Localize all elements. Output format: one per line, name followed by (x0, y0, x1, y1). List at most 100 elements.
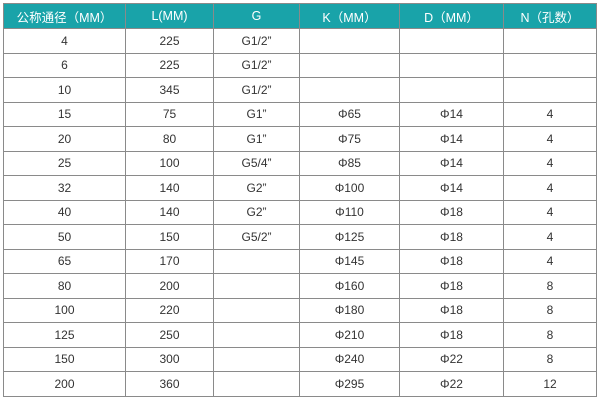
column-header: N（孔数） (503, 3, 597, 29)
table-cell: 8 (503, 346, 597, 372)
column-header: K（MM） (299, 3, 400, 29)
table-row: 80 200 Φ160 Φ18 8 (3, 273, 597, 299)
table-row: 4 225 G1/2” (3, 28, 597, 54)
table-cell: 4 (503, 199, 597, 225)
table-cell (503, 77, 597, 103)
table-cell: Φ75 (299, 126, 400, 152)
table-cell: 15 (3, 101, 126, 127)
table-cell: 65 (3, 248, 126, 274)
table-cell (399, 77, 504, 103)
table-cell (503, 52, 597, 78)
table-cell: 12 (503, 371, 597, 397)
table-cell: 140 (125, 175, 214, 201)
table-cell: 100 (125, 150, 214, 176)
table-cell: 80 (125, 126, 214, 152)
table-cell: Φ18 (399, 199, 504, 225)
table-cell (213, 273, 300, 299)
table-cell (399, 28, 504, 54)
table-cell: Φ22 (399, 346, 504, 372)
table-row: 15 75 G1” Φ65 Φ14 4 (3, 101, 597, 127)
table-cell: 4 (503, 224, 597, 250)
table-cell: 80 (3, 273, 126, 299)
table-row: 50 150 G5/2” Φ125 Φ18 4 (3, 224, 597, 250)
table-cell: 4 (3, 28, 126, 54)
table-cell: 345 (125, 77, 214, 103)
table-cell: 4 (503, 150, 597, 176)
table-row: 100 220 Φ180 Φ18 8 (3, 297, 597, 323)
table-cell: 200 (3, 371, 126, 397)
table-cell: Φ100 (299, 175, 400, 201)
table-cell: 225 (125, 52, 214, 78)
table-cell: Φ18 (399, 248, 504, 274)
table-cell: G5/4” (213, 150, 300, 176)
table-cell: 100 (3, 297, 126, 323)
table-cell: Φ14 (399, 126, 504, 152)
table-cell (213, 346, 300, 372)
table-row: 25 100 G5/4” Φ85 Φ14 4 (3, 150, 597, 176)
header-row: 公称通径（MM） L(MM) G K（MM） D（MM） N（孔数） (3, 3, 597, 29)
table-cell: 125 (3, 322, 126, 348)
table-cell: Φ85 (299, 150, 400, 176)
table-cell: Φ22 (399, 371, 504, 397)
table-cell: Φ14 (399, 150, 504, 176)
table-cell: G1/2” (213, 28, 300, 54)
table-cell: Φ18 (399, 224, 504, 250)
table-cell: Φ160 (299, 273, 400, 299)
table-row: 150 300 Φ240 Φ22 8 (3, 346, 597, 372)
table-cell (399, 52, 504, 78)
table-cell: G1” (213, 101, 300, 127)
table-cell: 40 (3, 199, 126, 225)
table-cell: 140 (125, 199, 214, 225)
table-cell: Φ110 (299, 199, 400, 225)
table-cell: G1” (213, 126, 300, 152)
table-cell: Φ145 (299, 248, 400, 274)
table-cell: Φ14 (399, 175, 504, 201)
table-cell: Φ14 (399, 101, 504, 127)
table-cell (299, 28, 400, 54)
table-cell: 4 (503, 175, 597, 201)
table-cell: 170 (125, 248, 214, 274)
table-cell: Φ240 (299, 346, 400, 372)
table-row: 32 140 G2” Φ100 Φ14 4 (3, 175, 597, 201)
table-cell: Φ18 (399, 322, 504, 348)
spec-table: 公称通径（MM） L(MM) G K（MM） D（MM） N（孔数） 4 225 G1/2” 6… (3, 3, 597, 397)
table-cell: Φ180 (299, 297, 400, 323)
table-cell: 4 (503, 126, 597, 152)
table-cell: 8 (503, 297, 597, 323)
table-row: 6 225 G1/2” (3, 52, 597, 78)
table-row: 200 360 Φ295 Φ22 12 (3, 371, 597, 397)
table-cell (503, 28, 597, 54)
table-cell: G2” (213, 199, 300, 225)
table-cell: 225 (125, 28, 214, 54)
table-cell (299, 52, 400, 78)
table-cell: 32 (3, 175, 126, 201)
table-cell: 10 (3, 77, 126, 103)
table-cell: 4 (503, 248, 597, 274)
table-cell (213, 248, 300, 274)
table-cell: 75 (125, 101, 214, 127)
table-cell: 150 (3, 346, 126, 372)
table-cell: G1/2” (213, 52, 300, 78)
table-row: 10 345 G1/2” (3, 77, 597, 103)
table-cell (213, 297, 300, 323)
table-cell: 360 (125, 371, 214, 397)
table-row: 40 140 G2” Φ110 Φ18 4 (3, 199, 597, 225)
table-cell (213, 371, 300, 397)
table-cell: 300 (125, 346, 214, 372)
table-cell: Φ65 (299, 101, 400, 127)
table-cell (213, 322, 300, 348)
table-cell: 20 (3, 126, 126, 152)
table-cell: 25 (3, 150, 126, 176)
table-cell: G5/2” (213, 224, 300, 250)
table-cell: Φ210 (299, 322, 400, 348)
table-cell: G1/2” (213, 77, 300, 103)
table-cell: 50 (3, 224, 126, 250)
table-cell: 200 (125, 273, 214, 299)
column-header: 公称通径（MM） (3, 3, 126, 29)
table-cell: 4 (503, 101, 597, 127)
table-row: 65 170 Φ145 Φ18 4 (3, 248, 597, 274)
table-row: 125 250 Φ210 Φ18 8 (3, 322, 597, 348)
table-cell: 220 (125, 297, 214, 323)
table-cell: 6 (3, 52, 126, 78)
table-cell: 250 (125, 322, 214, 348)
